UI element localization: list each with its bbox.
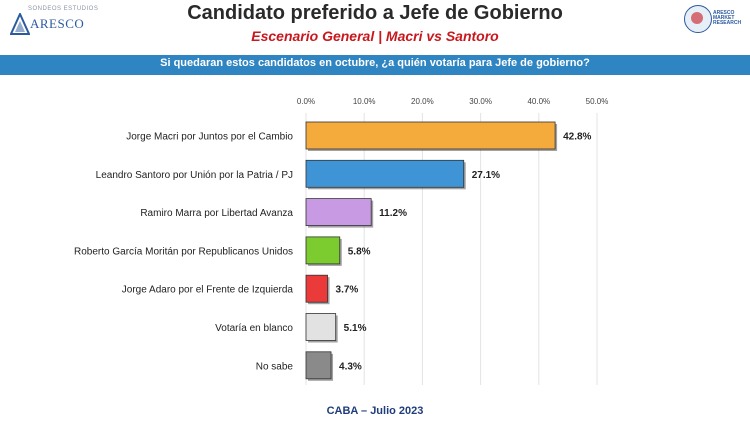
x-tick-label: 0.0% [297,97,315,106]
data-label: 5.8% [348,246,371,257]
data-label: 4.3% [339,361,362,372]
logo-tagline: SONDEOS ESTUDIOS [28,6,99,12]
bar-chart: 0.0% 10.0% 20.0% 30.0% 40.0% 50.0% Jorge Macri… [74,97,609,385]
seal-icon [684,5,712,33]
bar [305,274,328,303]
data-label: 5.1% [344,323,367,334]
aresco-logo: SONDEOS ESTUDIOS ARESCO [6,6,98,40]
bar [305,351,332,380]
bar [305,236,341,265]
chart-subtitle: Escenario General | Macri vs Santoro [251,28,499,44]
data-label: 42.8% [563,132,591,143]
aresco-triangle-icon [10,13,30,35]
bar [305,121,556,150]
category-label: Jorge Macri por Juntos por el Cambio [126,132,293,143]
bar [305,159,465,188]
x-tick-label: 50.0% [586,97,609,106]
x-tick-label: 10.0% [353,97,376,106]
bar [305,313,337,341]
question-banner: Si quedaran estos candidatos en octubre,… [0,55,750,75]
x-tick-label: 40.0% [527,97,550,106]
category-label: Votaría en blanco [215,323,293,334]
survey-question: Si quedaran estos candidatos en octubre,… [160,57,590,69]
category-label: Leandro Santoro por Unión por la Patria … [96,170,293,181]
logo-name: ARESCO [30,16,85,31]
bar [305,198,372,226]
chart-title: Candidato preferido a Jefe de Gobierno [187,2,563,24]
data-label: 11.2% [379,208,407,219]
category-label: Ramiro Marra por Libertad Avanza [140,208,293,219]
x-tick-label: 20.0% [411,97,434,106]
category-label: Jorge Adaro por el Frente de Izquierda [122,285,294,296]
footer-caption: CABA – Julio 2023 [326,405,424,417]
category-label: Roberto García Moritán por Republicanos … [74,246,293,257]
category-label: No sabe [256,361,294,372]
seal-text: ARESCO MARKET RESEARCH [713,10,742,26]
x-tick-label: 30.0% [469,97,492,106]
aresco-seal-logo: ARESCO MARKET RESEARCH [680,3,742,43]
data-label: 27.1% [472,170,500,181]
data-label: 3.7% [336,285,359,296]
